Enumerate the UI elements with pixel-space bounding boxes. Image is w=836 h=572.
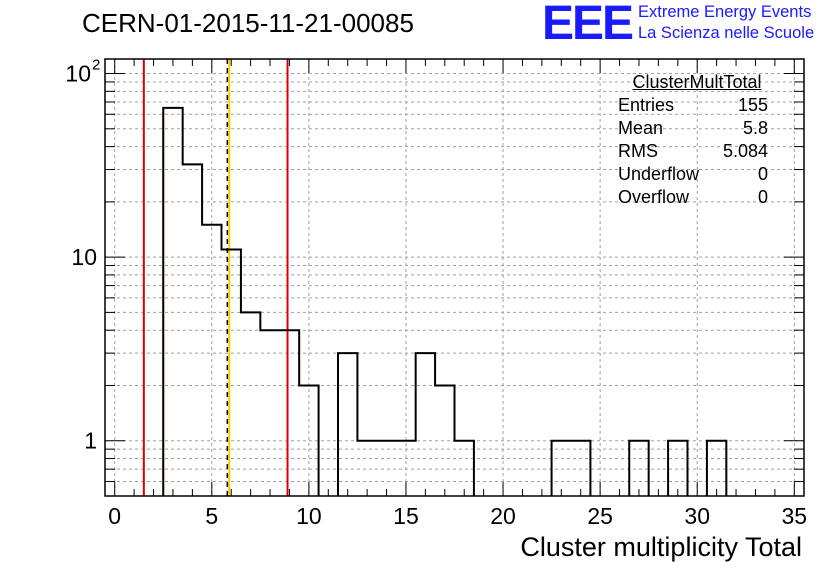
x-tick-label: 20 [490, 503, 516, 529]
logo-line-1: Extreme Energy Events [638, 3, 812, 21]
stats-row: Overflow 0 [610, 186, 776, 209]
histogram-bin [338, 353, 357, 496]
histogram-bin [435, 385, 454, 496]
stats-label: Entries [618, 95, 675, 115]
histogram-bin [668, 441, 687, 496]
histogram-bin [571, 441, 590, 496]
x-tick-label: 5 [205, 503, 218, 529]
y-tick-label: 10 [71, 244, 97, 270]
histogram-bin [163, 108, 182, 496]
stats-value: 5.8 [742, 118, 768, 138]
plot-border [104, 58, 805, 497]
histogram-line [162, 106, 728, 496]
histogram-bin [280, 330, 299, 496]
histogram-series [162, 106, 728, 496]
histogram-bin [183, 164, 202, 496]
histogram-bin [416, 353, 435, 496]
stats-label: Underflow [618, 164, 700, 184]
x-tick-label: 35 [781, 503, 807, 529]
stats-label: Mean [618, 118, 664, 138]
x-axis-label: Cluster multiplicity Total [520, 532, 802, 562]
histogram-bin [260, 330, 279, 496]
stats-label: RMS [618, 141, 658, 161]
stats-value: 5.084 [722, 141, 768, 161]
histogram-bin [222, 250, 241, 496]
histogram-bin [202, 225, 221, 496]
stats-title: ClusterMultTotal [632, 72, 762, 92]
stats-row: Mean 5.8 [610, 117, 776, 140]
eee-logo: EEE [542, 0, 634, 50]
x-tick-label: 15 [393, 503, 419, 529]
stats-row: Underflow 0 [610, 163, 776, 186]
y-tick-label-exponent: 2 [92, 57, 100, 74]
stats-value: 155 [737, 95, 768, 115]
histogram-bin [241, 312, 260, 496]
stats-row: RMS 5.084 [610, 140, 776, 163]
histogram-bin [299, 385, 318, 496]
axis-ticks [105, 59, 804, 497]
logo-line-2: La Scienza nelle Scuole [638, 24, 815, 42]
y-tick-label: 1 [84, 428, 97, 454]
histogram-bin [357, 441, 376, 496]
stats-value: 0 [757, 187, 768, 207]
x-tick-label: 30 [684, 503, 710, 529]
y-tick-label: 10 [65, 61, 91, 87]
histogram-bin [377, 441, 396, 496]
chart-title: CERN-01-2015-11-21-00085 [82, 8, 414, 38]
histogram-bin [629, 441, 648, 496]
stats-row: Entries 155 [610, 94, 776, 117]
x-tick-label: 25 [587, 503, 613, 529]
plot-frame [104, 58, 805, 497]
histogram-bin [707, 441, 726, 496]
stats-value: 0 [757, 164, 768, 184]
histogram-bin [552, 441, 571, 496]
x-tick-label: 0 [108, 503, 121, 529]
stats-box: ClusterMultTotal Entries 155 Mean 5.8 RM… [610, 70, 776, 209]
histogram-bin [455, 441, 474, 496]
x-tick-label: 10 [296, 503, 322, 529]
stats-label: Overflow [618, 187, 690, 207]
